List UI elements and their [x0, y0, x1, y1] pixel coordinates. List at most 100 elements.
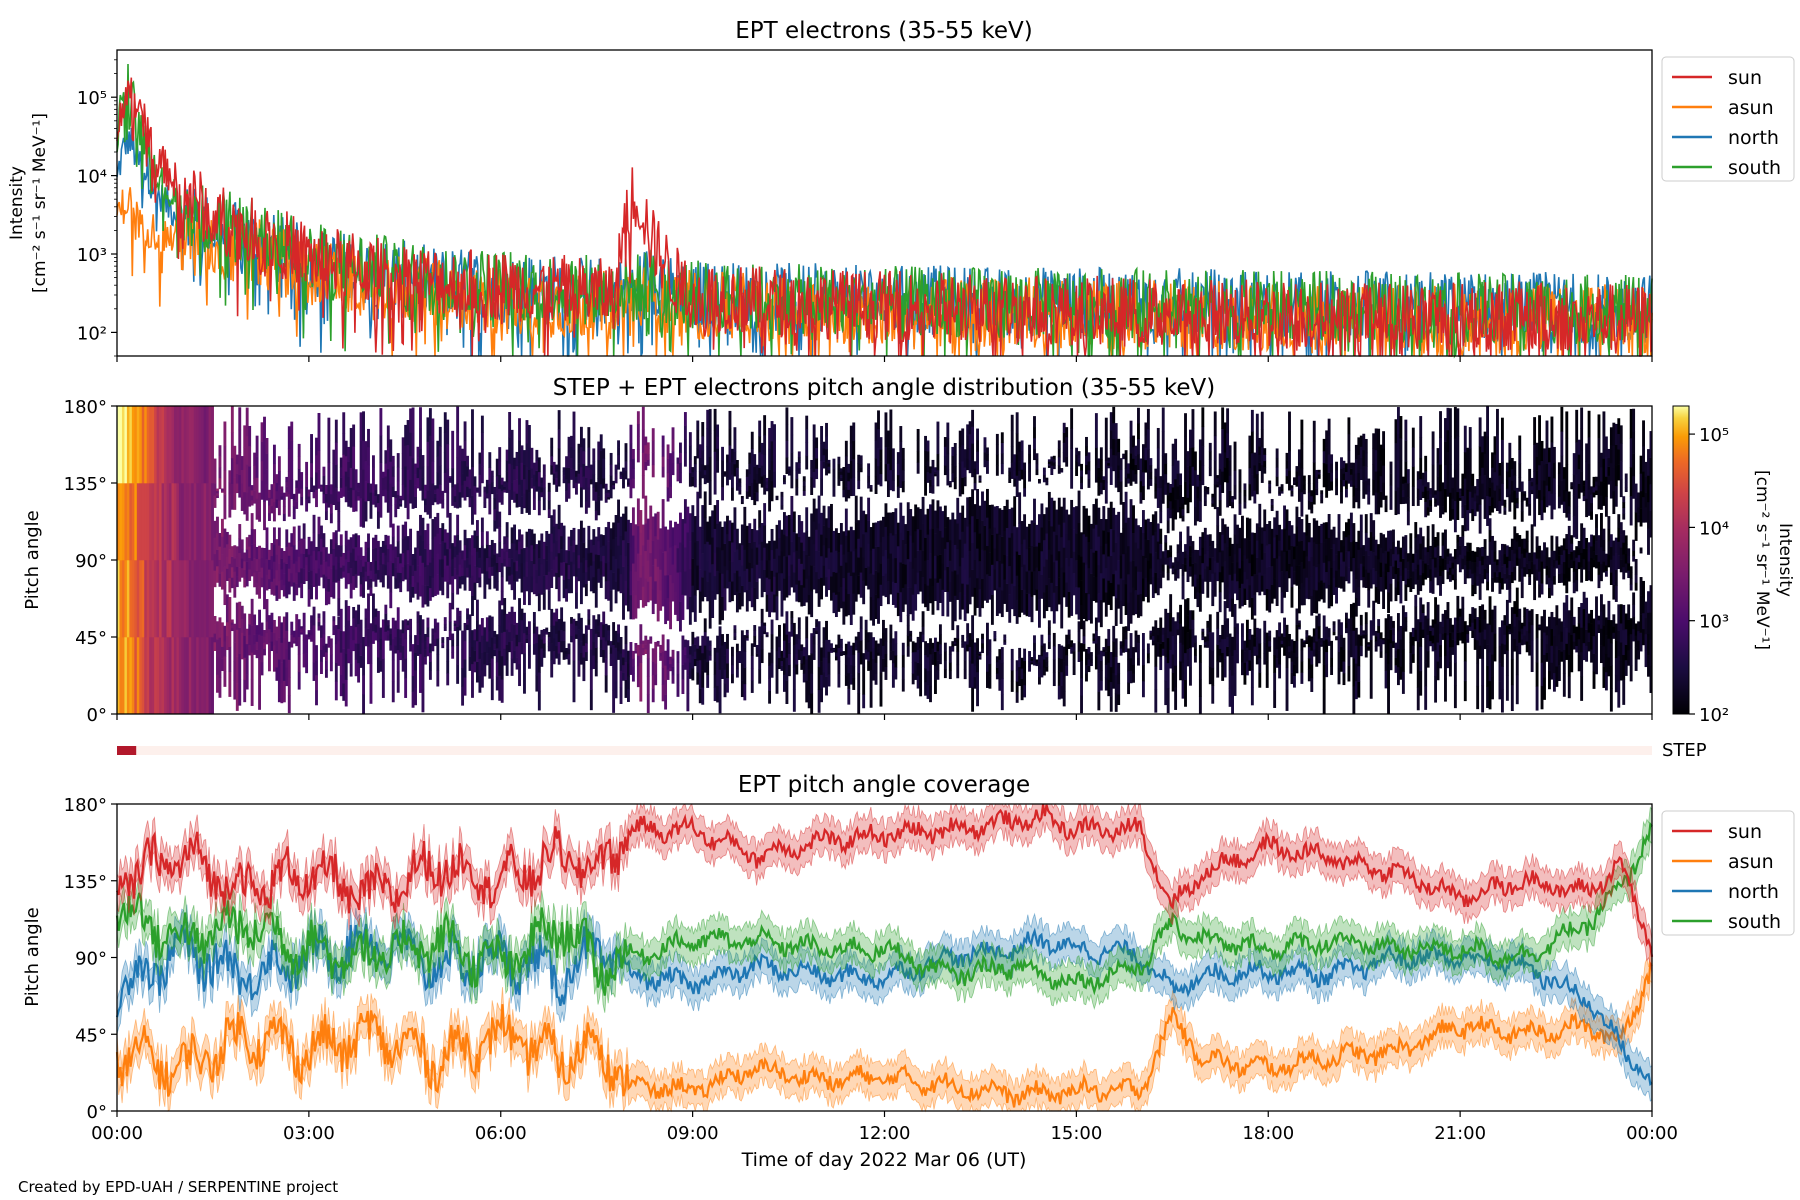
heatmap-cell [1104, 519, 1108, 544]
heatmap-cell [218, 445, 222, 457]
heatmap-cell [1221, 534, 1225, 551]
heatmap-cell [349, 567, 353, 584]
heatmap-cell [297, 571, 301, 588]
heatmap-cell [839, 523, 843, 545]
heatmap-cell [1020, 543, 1024, 568]
heatmap-cell [641, 545, 645, 567]
heatmap-cell [1231, 675, 1234, 695]
heatmap-cell [1146, 539, 1150, 561]
heatmap-cell [951, 571, 955, 601]
heatmap-cell [220, 646, 224, 659]
heatmap-cell [510, 464, 514, 483]
heatmap-cell [1117, 536, 1121, 561]
heatmap-cell [1250, 669, 1254, 688]
heatmap-cell [1109, 466, 1113, 485]
heatmap-cell [354, 546, 358, 561]
heatmap-cell [441, 490, 445, 496]
heatmap-cell [401, 633, 405, 647]
heatmap-cell [1228, 592, 1232, 612]
heatmap-cell [896, 522, 900, 547]
heatmap-cell [1038, 654, 1041, 663]
heatmap-cell [661, 579, 665, 607]
heatmap-cell [931, 528, 935, 558]
heatmap-cell [1238, 480, 1242, 493]
heatmap-cell [986, 655, 989, 672]
heatmap-cell [191, 406, 195, 484]
heatmap-cell [998, 560, 1002, 588]
heatmap-cell [513, 524, 517, 544]
heatmap-cell [352, 606, 356, 619]
heatmap-cell [854, 574, 858, 602]
heatmap-cell [285, 486, 289, 492]
heatmap-cell [458, 615, 462, 621]
heatmap-cell [463, 622, 467, 642]
heatmap-cell [966, 630, 970, 638]
heatmap-cell [864, 649, 868, 660]
heatmap-cell [552, 651, 556, 665]
heatmap-cell [797, 536, 801, 559]
heatmap-cell [161, 637, 165, 715]
heatmap-cell [671, 658, 675, 667]
heatmap-cell [490, 539, 494, 550]
heatmap-cell [1092, 552, 1096, 577]
heatmap-cell [446, 468, 450, 494]
heatmap-cell [1035, 458, 1039, 465]
heatmap-cell [1065, 582, 1069, 607]
heatmap-cell [636, 644, 640, 656]
heatmap-cell [733, 463, 737, 477]
heatmap-cell [1174, 621, 1178, 644]
heatmap-cell [1075, 468, 1079, 476]
heatmap-cell [570, 623, 573, 630]
heatmap-cell [1057, 644, 1061, 659]
heatmap-cell [265, 543, 269, 560]
heatmap-cell [1005, 499, 1009, 528]
heatmap-cell [1223, 524, 1227, 544]
heatmap-cell [401, 484, 405, 501]
heatmap-cell [1055, 509, 1059, 536]
heatmap-cell [545, 627, 549, 630]
heatmap-cell [800, 563, 804, 586]
heatmap-cell [1144, 519, 1148, 540]
heatmap-cell [302, 568, 306, 585]
heatmap-cell [740, 544, 744, 566]
heatmap-cell [453, 546, 457, 558]
heatmap-cell [929, 479, 932, 487]
heatmap-cell [542, 592, 546, 610]
heatmap-cell [443, 555, 447, 569]
heatmap-cell [753, 518, 757, 543]
heatmap-cell [1208, 631, 1212, 650]
heatmap-cell [260, 661, 264, 676]
heatmap-cell [624, 661, 628, 680]
heatmap-cell [755, 581, 759, 600]
heatmap-cell [428, 575, 432, 589]
heatmap-cell [644, 578, 648, 607]
heatmap-cell [1119, 600, 1123, 624]
heatmap-cell [879, 473, 883, 487]
heatmap-cell [733, 625, 737, 630]
heatmap-cell [1171, 508, 1175, 531]
heatmap-cell [240, 605, 244, 620]
heatmap-cell [822, 454, 826, 462]
heatmap-cell [287, 555, 291, 569]
heatmap-cell [1263, 454, 1267, 462]
heatmap-cell [1112, 422, 1116, 440]
heatmap-cell [426, 441, 430, 467]
heatmap-cell [424, 567, 427, 586]
heatmap-cell [248, 613, 252, 625]
heatmap-cell [629, 479, 633, 499]
heatmap-cell [599, 639, 603, 649]
heatmap-cell [817, 551, 821, 580]
heatmap-cell [1033, 448, 1036, 461]
heatmap-cell [1000, 463, 1004, 475]
heatmap-cell [1156, 577, 1160, 596]
heatmap-cell [181, 406, 185, 484]
heatmap-cell [773, 455, 776, 472]
heatmap-cell [367, 628, 370, 647]
heatmap-cell [332, 463, 336, 478]
heatmap-cell [567, 550, 571, 566]
heatmap-cell [1231, 502, 1234, 506]
heatmap-cell [1198, 645, 1202, 663]
heatmap-cell [473, 485, 477, 496]
heatmap-cell [376, 560, 380, 571]
heatmap-cell [691, 631, 695, 645]
